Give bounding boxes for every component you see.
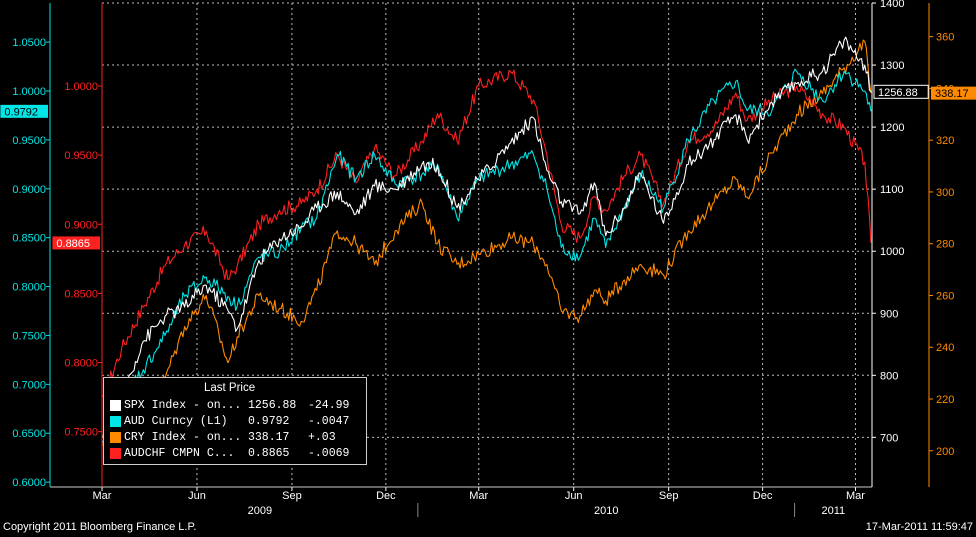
legend-series-name: AUDCHF CMPN C... [124,447,235,460]
series-line [102,39,872,446]
copyright-text: Copyright 2011 Bloomberg Finance L.P. [3,521,197,533]
x-tick-label: Sep [659,490,679,502]
legend-last-price: 0.9792 [248,415,290,428]
spx-tick-label: 1000 [880,246,904,258]
aud-tick-label: 0.9500 [12,135,46,147]
last-value-tag-bg [931,86,976,100]
audchf-tick-label: 0.8000 [64,358,98,370]
aud-tick-label: 0.7000 [12,379,46,391]
legend-swatch [110,448,121,459]
last-value-tag: 1256.88 [878,87,918,99]
spx-tick-label: 900 [880,308,898,320]
x-tick-label: Jun [188,490,206,502]
spx-tick-label: 1400 [880,0,904,10]
spx-tick-label: 700 [880,432,898,444]
spx-tick-label: 1300 [880,60,904,72]
legend-swatch [110,416,121,427]
last-value-tag: 0.8865 [56,238,90,250]
legend-row: AUDCHF CMPN C... 0.8865 -.0069 [108,446,364,462]
legend-series-name: SPX Index - on... [124,399,242,412]
cry-tick-label: 320 [936,135,954,147]
audchf-tick-label: 0.8500 [64,288,98,300]
x-tick-label: Mar [846,490,865,502]
legend-swatch [110,432,121,443]
aud-tick-label: 1.0500 [12,37,46,49]
cry-tick-label: 360 [936,32,954,44]
cry-tick-label: 240 [936,342,954,354]
legend-box: Last Price SPX Index - on... 1256.88 -24.9… [103,377,367,465]
legend-last-price: 1256.88 [248,399,297,412]
series-line [102,69,872,398]
grid-lines [101,2,872,487]
legend-series-name: AUD Curncy (L1) [124,415,228,428]
x-tick-label: Dec [376,490,396,502]
x-tick-label: Mar [93,490,112,502]
aud-tick-label: 0.9000 [12,184,46,196]
last-value-tags: 0.9792 0.8865 1256.88 338.17 [0,84,976,250]
aud-tick-label: 0.6500 [12,428,46,440]
series-lines [102,36,872,446]
legend-row: AUD Curncy (L1) 0.9792 -.0047 [108,414,364,430]
last-value-tag: 0.9792 [4,106,38,118]
last-value-tag-bg [0,104,48,118]
x-tick-label: Jun [565,490,583,502]
legend-change: -.0047 [308,415,350,428]
legend-series-name: CRY Index - on... [124,431,242,444]
aud-tick-label: 0.7500 [12,330,46,342]
audchf-tick-label: 0.9500 [64,150,98,162]
cry-tick-label: 300 [936,187,954,199]
axes: Mar Jun Sep Dec Mar Jun Sep Dec Mar 2009 2010 2011 0… [12,0,954,517]
legend-row: SPX Index - on... 1256.88 -24.99 [108,398,364,414]
legend-change: +.03 [308,431,336,444]
year-label: 2010 [594,505,618,517]
series-line [102,36,872,438]
aud-tick-label: 1.0000 [12,86,46,98]
cry-tick-label: 220 [936,394,954,406]
spx-tick-label: 1100 [880,184,904,196]
audchf-tick-label: 0.9000 [64,219,98,231]
cry-tick-label: 200 [936,446,954,458]
spx-tick-label: 800 [880,370,898,382]
legend-change: -24.99 [308,399,350,412]
spx-tick-label: 1200 [880,122,904,134]
aud-tick-label: 0.8500 [12,233,46,245]
timestamp-text: 17-Mar-2011 11:59:47 [865,521,973,533]
legend-change: -.0069 [308,447,350,460]
legend-row: CRY Index - on... 338.17 +.03 [108,430,364,446]
x-tick-label: Sep [282,490,302,502]
legend-swatch [110,400,121,411]
last-value-tag: 338.17 [935,88,969,100]
aud-tick-label: 0.6000 [12,477,46,489]
last-value-tag-bg [52,236,100,250]
x-tick-label: Dec [753,490,773,502]
year-label: 2009 [248,505,272,517]
aud-tick-label: 0.8000 [12,282,46,294]
cry-tick-label: 280 [936,239,954,251]
year-label: 2011 [821,505,845,517]
legend-header: Last Price [204,382,256,394]
legend-last-price: 0.8865 [248,447,290,460]
cry-tick-label: 260 [936,290,954,302]
last-value-tag-bg [873,84,929,99]
legend-last-price: 338.17 [248,431,290,444]
audchf-tick-label: 0.7500 [64,427,98,439]
x-tick-label: Mar [469,490,488,502]
audchf-tick-label: 1.0000 [64,81,98,93]
